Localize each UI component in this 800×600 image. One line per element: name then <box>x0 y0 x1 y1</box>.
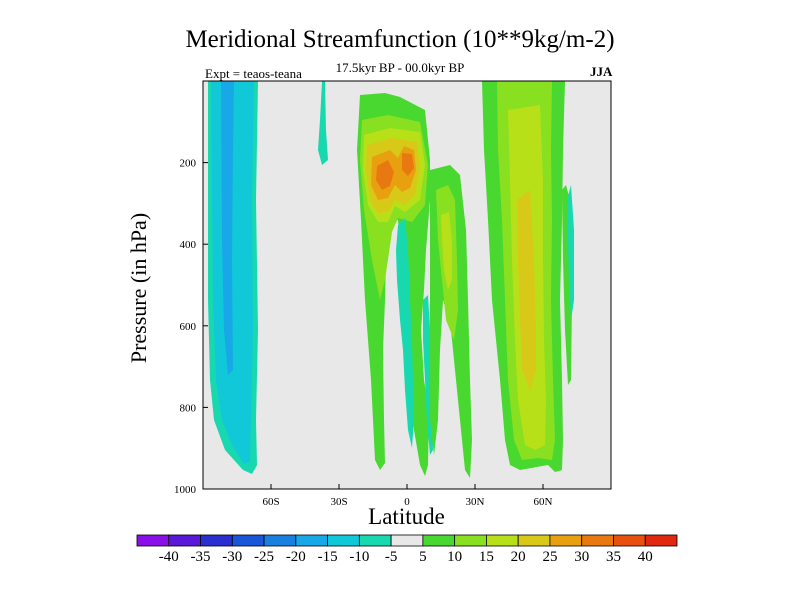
colorbar-label: -5 <box>385 549 398 565</box>
y-tick-label: 1000 <box>174 484 197 496</box>
colorbar-swatch <box>136 534 170 547</box>
contour-region <box>396 218 414 448</box>
colorbar-swatch <box>168 534 201 547</box>
colorbar-swatch <box>613 534 646 547</box>
colorbar-swatch <box>231 534 265 547</box>
contour-region <box>318 81 328 165</box>
colorbar-label: 35 <box>606 549 621 565</box>
x-tick-label: 0 <box>404 496 410 508</box>
colorbar-swatch <box>390 534 424 547</box>
x-tick-label: 60N <box>534 496 553 508</box>
colorbar-swatch <box>549 534 583 547</box>
colorbar-label: 5 <box>419 549 427 565</box>
colorbar-label: 30 <box>574 549 589 565</box>
colorbar-label: -25 <box>254 549 274 565</box>
chart-title: Meridional Streamfunction (10**9kg/m-2) <box>185 26 615 53</box>
contour-field <box>208 81 574 478</box>
colorbar-swatch <box>358 534 392 547</box>
colorbar-swatch <box>422 534 456 547</box>
x-axis: 60S 30S 0 30N 60N <box>262 484 553 508</box>
y-axis: 200 400 600 800 1000 <box>174 158 208 496</box>
experiment-label: Expt = teaos-teana <box>205 66 302 81</box>
colorbar-label: 10 <box>447 549 462 565</box>
y-tick-label: 800 <box>180 402 197 414</box>
colorbar-swatch <box>327 534 360 547</box>
y-tick-label: 600 <box>180 321 197 333</box>
y-axis-label: Pressure (in hPa) <box>126 212 151 364</box>
colorbar-label: -20 <box>286 549 306 565</box>
colorbar-label: -30 <box>222 549 242 565</box>
contour-region <box>402 153 414 176</box>
x-tick-label: 30N <box>466 496 485 508</box>
colorbar-label: -40 <box>159 549 179 565</box>
contour-region <box>221 81 234 375</box>
colorbar-label: -10 <box>349 549 369 565</box>
colorbar-swatch <box>295 534 328 547</box>
contour-region <box>517 190 536 390</box>
colorbar-label: -35 <box>191 549 211 565</box>
contour-region <box>567 185 574 320</box>
colorbar-swatch <box>263 534 297 547</box>
colorbar-label: 20 <box>511 549 526 565</box>
colorbar-label: 40 <box>638 549 653 565</box>
colorbar-swatch <box>200 534 233 547</box>
x-tick-label: 30S <box>330 496 347 508</box>
colorbar-label: -15 <box>318 549 338 565</box>
colorbar-swatch <box>454 534 487 547</box>
colorbar-swatch <box>517 534 551 547</box>
colorbar: -40 -35 -30 -25 -20 -15 -10 -5 5 10 15 20 25 30 35 40 <box>136 534 678 565</box>
colorbar-swatch <box>644 534 678 547</box>
y-tick-label: 200 <box>180 158 197 170</box>
colorbar-label: 25 <box>542 549 557 565</box>
contour-region <box>376 160 394 190</box>
season-label: JJA <box>590 64 613 79</box>
colorbar-swatch <box>581 534 614 547</box>
colorbar-label: 15 <box>479 549 494 565</box>
colorbar-swatch <box>486 534 519 547</box>
chart-subtitle: 17.5kyr BP - 00.0kyr BP <box>335 60 465 75</box>
x-tick-label: 60S <box>262 496 279 508</box>
x-axis-label: Latitude <box>368 504 445 529</box>
y-tick-label: 400 <box>180 239 197 251</box>
contour-region <box>441 212 452 290</box>
